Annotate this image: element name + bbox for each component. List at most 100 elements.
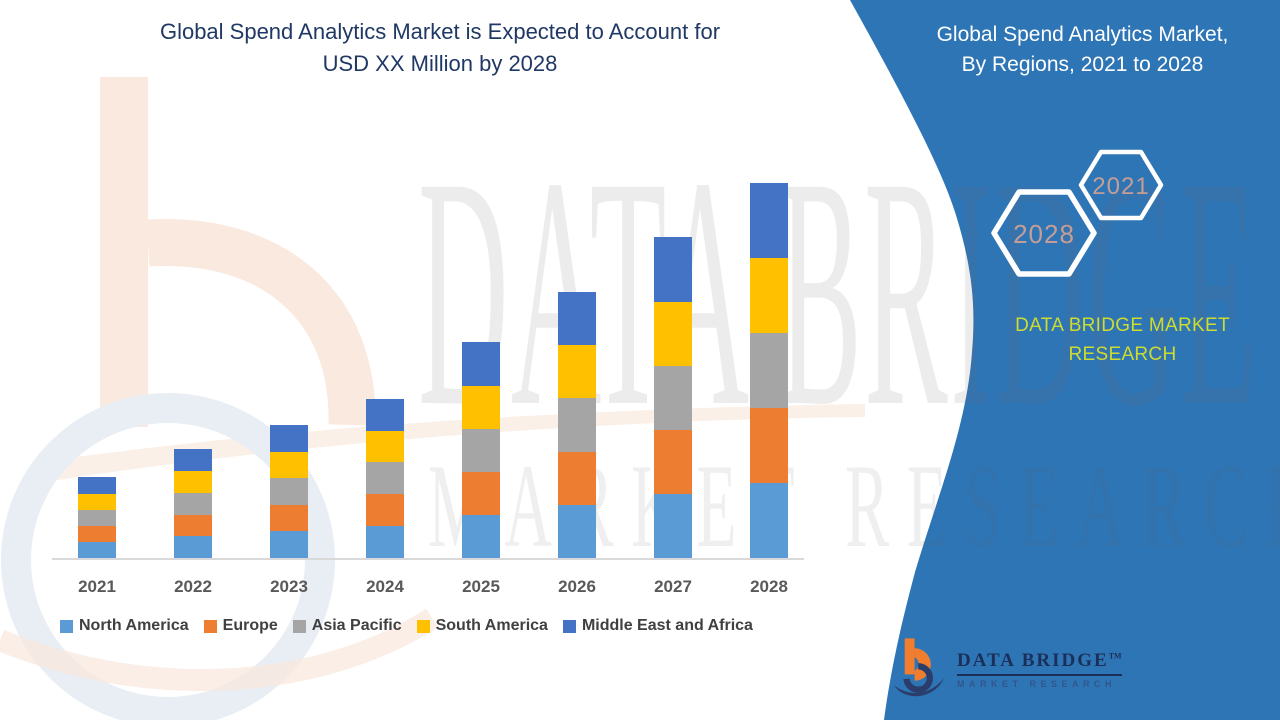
- bar-segment-asia-pacific: [750, 333, 788, 408]
- legend-item-asia-pacific: Asia Pacific: [292, 617, 402, 635]
- x-axis-label-2028: 2028: [750, 577, 788, 596]
- panel-title: Global Spend Analytics Market, By Region…: [895, 20, 1270, 80]
- x-axis-label-2021: 2021: [78, 577, 116, 596]
- legend-swatch: [416, 619, 430, 633]
- chart-title: Global Spend Analytics Market is Expecte…: [55, 16, 825, 80]
- bar-segment-south-america: [462, 385, 500, 429]
- legend-item-north-america: North America: [60, 617, 189, 635]
- bar-segment-south-america: [270, 451, 308, 479]
- bar-segment-europe: [270, 504, 308, 532]
- legend-swatch: [562, 619, 576, 633]
- bar-segment-south-america: [750, 258, 788, 333]
- bar-segment-europe: [750, 408, 788, 483]
- legend-item-europe: Europe: [203, 617, 278, 635]
- legend-label: North America: [79, 617, 189, 634]
- bar-segment-middle-east-and-africa: [270, 424, 308, 452]
- watermark-b-bowl: [146, 219, 376, 426]
- bar-segment-middle-east-and-africa: [750, 183, 788, 258]
- x-axis-label-2023: 2023: [270, 577, 308, 596]
- bar-segment-north-america: [558, 504, 596, 558]
- legend-label: South America: [435, 617, 548, 634]
- logo-text-block: DATA BRIDGETM MARKET RESEARCH: [957, 650, 1122, 689]
- legend-swatch: [292, 619, 306, 633]
- brand-text-line1: DATA BRIDGE MARKET: [1015, 315, 1230, 336]
- bar-segment-middle-east-and-africa: [654, 237, 692, 302]
- legend-label: Asia Pacific: [311, 617, 402, 634]
- bar-2024: [366, 398, 404, 558]
- x-axis-label-2022: 2022: [174, 577, 212, 596]
- bar-segment-asia-pacific: [366, 462, 404, 495]
- bar-segment-middle-east-and-africa: [78, 477, 116, 494]
- legend-swatch: [60, 619, 73, 633]
- logo-swoosh: [893, 678, 945, 697]
- chart-title-line2: USD XX Million by 2028: [322, 50, 558, 76]
- hexagon-2021-label: 2021: [1092, 173, 1150, 200]
- watermark-circle: [1, 393, 335, 720]
- x-axis-label-2025: 2025: [462, 577, 500, 596]
- logo-subtitle: MARKET RESEARCH: [957, 678, 1117, 689]
- x-axis-line: [52, 558, 804, 560]
- bar-segment-asia-pacific: [654, 365, 692, 430]
- right-panel-shape: [850, 0, 1280, 720]
- bar-segment-south-america: [78, 493, 116, 510]
- logo-d-ring: [903, 663, 933, 693]
- bar-segment-north-america: [462, 514, 500, 558]
- x-axis-label-2024: 2024: [366, 577, 404, 596]
- bar-2022: [174, 449, 212, 558]
- bar-segment-asia-pacific: [174, 492, 212, 515]
- hexagon-2028-outline: [991, 189, 1097, 277]
- bar-2026: [558, 291, 596, 558]
- brand-text-line2: RESEARCH: [1068, 343, 1177, 365]
- bar-segment-europe: [654, 429, 692, 494]
- bar-segment-north-america: [750, 483, 788, 558]
- bar-segment-north-america: [174, 536, 212, 558]
- data-bridge-logo: DATA BRIDGETM MARKET RESEARCH: [893, 636, 1122, 702]
- bar-2028: [750, 183, 788, 558]
- bar-segment-middle-east-and-africa: [174, 449, 212, 471]
- bar-segment-europe: [558, 451, 596, 505]
- brand-text: DATA BRIDGE MARKET RESEARCH: [955, 312, 1280, 369]
- bar-2025: [462, 342, 500, 558]
- legend-item-south-america: South America: [416, 617, 548, 635]
- x-axis-label-2027: 2027: [654, 577, 692, 596]
- bar-segment-north-america: [270, 531, 308, 558]
- bar-segment-europe: [366, 494, 404, 527]
- bar-2023: [270, 424, 308, 558]
- x-axis-label-2026: 2026: [558, 577, 596, 596]
- bar-segment-south-america: [174, 471, 212, 493]
- logo-wordmark-text: DATA BRIDGE: [957, 649, 1109, 671]
- logo-b-stem: [904, 638, 915, 675]
- bar-segment-south-america: [558, 345, 596, 399]
- bar-segment-north-america: [78, 541, 116, 558]
- legend-swatch: [203, 619, 217, 633]
- bar-2021: [78, 477, 116, 558]
- bar-segment-south-america: [366, 430, 404, 463]
- chart-title-line1: Global Spend Analytics Market is Expecte…: [159, 19, 721, 44]
- logo-tm-mark: TM: [1108, 651, 1122, 661]
- bar-2027: [654, 237, 692, 558]
- bar-segment-europe: [174, 514, 212, 537]
- hexagon-2021-outline: [1078, 149, 1164, 221]
- legend-label: Europe: [222, 617, 278, 634]
- legend-label: Middle East and Africa: [581, 617, 753, 634]
- bar-segment-europe: [78, 525, 116, 542]
- bar-segment-asia-pacific: [462, 428, 500, 472]
- logo-wordmark: DATA BRIDGETM: [957, 650, 1122, 676]
- hexagon-2028-label: 2028: [1013, 219, 1075, 249]
- legend-item-middle-east-and-africa: Middle East and Africa: [562, 617, 753, 635]
- bar-segment-middle-east-and-africa: [366, 398, 404, 431]
- bar-segment-middle-east-and-africa: [462, 342, 500, 386]
- bar-segment-europe: [462, 471, 500, 515]
- bar-segment-north-america: [654, 493, 692, 558]
- data-bridge-logo-icon: [893, 638, 945, 697]
- watermark-swoosh-bottom: [0, 608, 438, 691]
- bar-segment-asia-pacific: [78, 509, 116, 526]
- chart-legend: North America Europe Asia Pacific South Ame…: [60, 617, 753, 635]
- bar-segment-asia-pacific: [270, 478, 308, 505]
- watermark-b-stem: [100, 77, 148, 427]
- bar-segment-south-america: [654, 301, 692, 366]
